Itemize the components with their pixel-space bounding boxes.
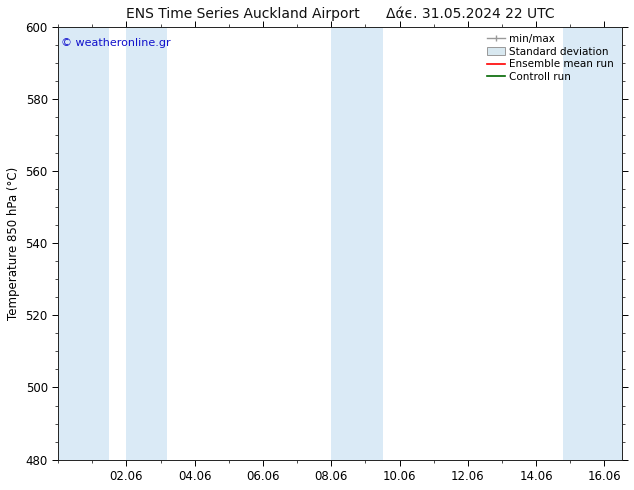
Bar <box>126 27 167 460</box>
Bar <box>564 27 621 460</box>
Title: ENS Time Series Auckland Airport      Δάϵ. 31.05.2024 22 UTC: ENS Time Series Auckland Airport Δάϵ. 31… <box>126 7 554 22</box>
Bar <box>58 27 110 460</box>
Legend: min/max, Standard deviation, Ensemble mean run, Controll run: min/max, Standard deviation, Ensemble me… <box>484 32 616 84</box>
Bar <box>332 27 382 460</box>
Text: © weatheronline.gr: © weatheronline.gr <box>61 38 171 48</box>
Y-axis label: Temperature 850 hPa (°C): Temperature 850 hPa (°C) <box>7 167 20 320</box>
